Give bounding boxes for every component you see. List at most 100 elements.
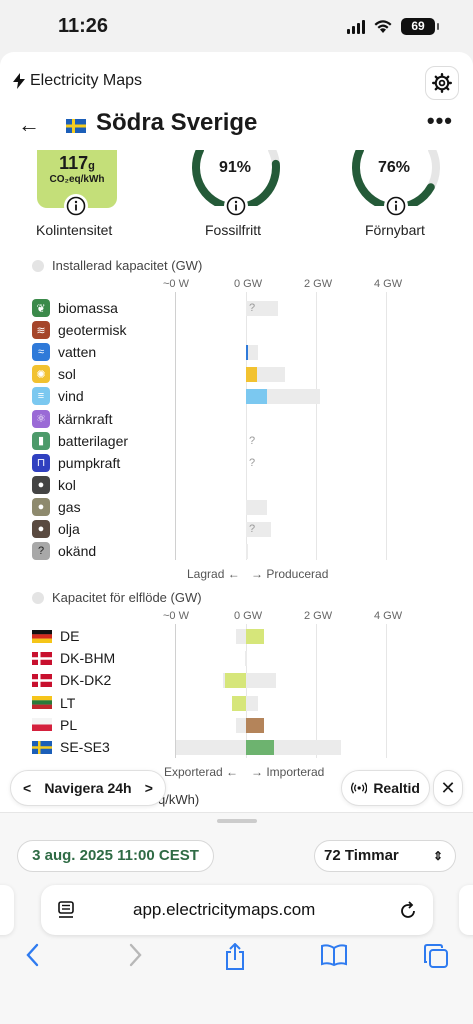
close-icon: ✕ bbox=[440, 777, 456, 798]
renewable-label: Förnybart bbox=[365, 222, 425, 238]
close-button[interactable]: ✕ bbox=[433, 770, 463, 806]
battery-indicator: 69 bbox=[401, 18, 439, 35]
source-label: gas bbox=[58, 498, 81, 515]
installed-capacity-header[interactable]: Installerad kapacitet (GW) bbox=[32, 258, 202, 273]
previous-tab-card[interactable] bbox=[0, 885, 14, 935]
reload-icon[interactable] bbox=[399, 900, 417, 920]
info-icon[interactable] bbox=[64, 194, 88, 218]
source-row: ⊓ pumpkraft bbox=[32, 452, 120, 474]
info-icon[interactable] bbox=[384, 194, 408, 218]
fossil-free-gauge bbox=[192, 150, 280, 206]
installed-capacity-bar[interactable] bbox=[246, 522, 271, 537]
carbon-intensity-label: Kolintensitet bbox=[36, 222, 113, 238]
exchange-row: DE bbox=[32, 625, 79, 647]
source-label: kärnkraft bbox=[58, 410, 113, 427]
reader-mode-icon[interactable] bbox=[58, 901, 78, 919]
axis-tick-label: 2 GW bbox=[304, 278, 333, 290]
bookmarks-icon[interactable] bbox=[320, 943, 348, 967]
address-bar[interactable]: app.electricitymaps.com bbox=[41, 885, 433, 935]
source-label: vind bbox=[58, 388, 84, 405]
exchange-zone-label: DK-BHM bbox=[60, 650, 116, 667]
share-icon[interactable] bbox=[223, 943, 247, 971]
exchange-flow-bar[interactable] bbox=[225, 673, 246, 689]
exchange-zone-label: SE-SE3 bbox=[60, 739, 110, 755]
axis-tick-label: 0 GW bbox=[234, 278, 263, 290]
source-row: ● kol bbox=[32, 474, 76, 496]
exchange-capacity-title: Kapacitet för elflöde (GW) bbox=[52, 590, 202, 605]
sweden-flag-icon bbox=[66, 119, 86, 138]
unknown-value-marker: ? bbox=[249, 456, 256, 469]
chevron-left-icon[interactable]: < bbox=[23, 780, 32, 796]
exchange-zone-label: PL bbox=[60, 716, 78, 733]
tabs-icon[interactable] bbox=[423, 943, 449, 969]
brand[interactable]: Electricity Maps bbox=[12, 72, 142, 90]
production-bar[interactable] bbox=[246, 345, 248, 361]
navigate-24h-control[interactable]: < Navigera 24h > bbox=[10, 770, 166, 806]
drag-handle[interactable] bbox=[217, 819, 257, 823]
exported-label: Exporterad ← bbox=[164, 765, 239, 779]
source-row: ≋ geotermisk bbox=[32, 319, 126, 341]
status-bar: 11:26 69 bbox=[0, 0, 473, 52]
question-icon: ? bbox=[32, 542, 50, 561]
time-range-selector[interactable]: 72 Timmar ⇕ bbox=[314, 840, 456, 872]
flag-dk-icon bbox=[32, 673, 52, 687]
date-selector[interactable]: 3 aug. 2025 11:00 CEST bbox=[17, 840, 214, 872]
exchange-capacity-header[interactable]: Kapacitet för elflöde (GW) bbox=[32, 590, 202, 605]
imported-label: → Importerad bbox=[251, 765, 325, 779]
unknown-value-marker: ? bbox=[249, 523, 256, 535]
water-icon: ≈ bbox=[32, 343, 50, 362]
app-page: Electricity Maps ← Södra Sverige ••• 117… bbox=[0, 52, 473, 812]
source-label: olja bbox=[58, 521, 80, 537]
chevron-up-down-icon: ⇕ bbox=[432, 849, 443, 863]
exchange-row: SE-SE3 bbox=[32, 736, 110, 758]
next-tab-card[interactable] bbox=[459, 885, 473, 935]
axis-tick-label: 4 GW bbox=[374, 610, 403, 622]
zone-header: ← Södra Sverige ••• bbox=[0, 108, 473, 144]
info-icon[interactable] bbox=[224, 194, 248, 218]
axis-tick-label: ~0 W bbox=[163, 610, 189, 622]
fossil-free-label: Fossilfritt bbox=[205, 222, 261, 238]
stored-label: Lagrad ← bbox=[187, 567, 240, 581]
flag-dk-icon bbox=[32, 651, 52, 665]
exchange-flow-bar[interactable] bbox=[246, 629, 264, 644]
wind-icon: ≡ bbox=[32, 387, 50, 406]
wifi-icon bbox=[374, 20, 392, 33]
oil-icon: ● bbox=[32, 520, 50, 538]
renewable-gauge bbox=[352, 150, 440, 206]
exchange-zone-label: LT bbox=[60, 694, 76, 711]
production-bar[interactable] bbox=[246, 389, 267, 405]
exchange-flow-bar[interactable] bbox=[232, 695, 246, 711]
axis-grid-line bbox=[316, 624, 317, 758]
status-time: 11:26 bbox=[58, 15, 109, 37]
exchange-capacity-bar[interactable] bbox=[245, 651, 247, 667]
realtime-button[interactable]: Realtid bbox=[341, 770, 430, 806]
more-options-icon[interactable]: ••• bbox=[426, 108, 453, 133]
exchange-row: DK-DK2 bbox=[32, 669, 111, 691]
axis-tick-label: 2 GW bbox=[304, 610, 333, 622]
settings-button[interactable] bbox=[425, 66, 459, 100]
installed-capacity-bar[interactable] bbox=[246, 544, 248, 560]
sun-icon: ✺ bbox=[32, 365, 50, 384]
url-text: app.electricitymaps.com bbox=[133, 900, 316, 919]
axis-grid-line bbox=[386, 624, 387, 758]
source-row: ≡ vind bbox=[32, 385, 84, 407]
axis-tick-label: 4 GW bbox=[374, 278, 403, 290]
exchange-flow-bar[interactable] bbox=[246, 740, 274, 755]
bolt-logo-icon bbox=[13, 73, 25, 89]
source-label: kol bbox=[58, 476, 76, 493]
coal-icon: ● bbox=[32, 475, 50, 494]
installed-capacity-bar[interactable] bbox=[246, 301, 278, 316]
installed-capacity-bar[interactable] bbox=[246, 345, 259, 361]
exchange-flow-bar[interactable] bbox=[246, 717, 264, 733]
browser-toolbar bbox=[0, 943, 473, 983]
source-row: ▮ batterilager bbox=[32, 430, 128, 452]
browser-forward-icon[interactable] bbox=[126, 943, 144, 967]
browser-back-icon[interactable] bbox=[24, 943, 42, 967]
production-bar[interactable] bbox=[246, 367, 257, 383]
flag-de-icon bbox=[32, 629, 52, 643]
chevron-right-icon[interactable]: > bbox=[144, 780, 153, 796]
installed-capacity-bar[interactable] bbox=[246, 499, 267, 515]
back-arrow-icon[interactable]: ← bbox=[18, 112, 40, 137]
zone-details: 117g CO₂eq/kWh Kolintensitet 91% Fossilf… bbox=[0, 150, 473, 812]
exchange-row: DK-BHM bbox=[32, 647, 115, 669]
